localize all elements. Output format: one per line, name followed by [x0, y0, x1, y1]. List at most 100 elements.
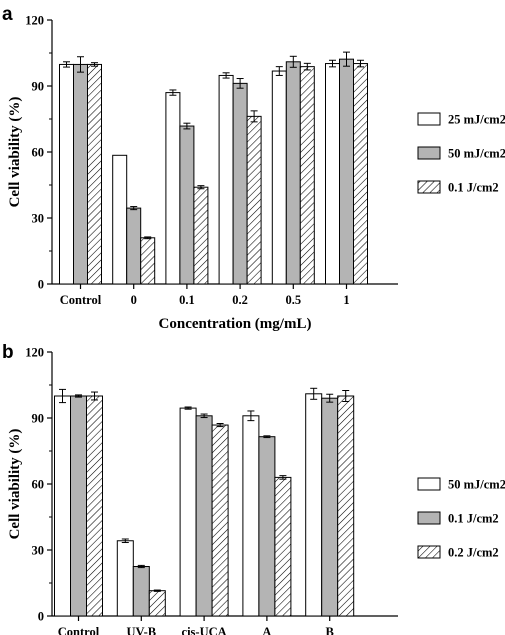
bar — [165, 92, 181, 285]
bar — [305, 393, 323, 617]
bar — [148, 590, 166, 617]
x-axis-title: Concentration (mg/mL) — [159, 316, 312, 332]
legend-label: 25 mJ/cm2 — [448, 113, 505, 127]
bar — [258, 436, 276, 617]
error-bar — [279, 475, 287, 480]
bar — [339, 58, 354, 285]
error-bar — [343, 51, 350, 67]
y-tick-label: 90 — [32, 80, 45, 94]
error-bar — [197, 185, 205, 190]
legend-swatch — [417, 545, 441, 559]
legend-swatch — [417, 112, 441, 126]
y-tick-label: 0 — [38, 278, 44, 292]
error-bar — [200, 413, 208, 419]
bar — [87, 63, 102, 285]
error-bar — [342, 390, 350, 402]
error-bar — [329, 59, 336, 68]
error-bar — [303, 62, 311, 71]
error-bar — [289, 55, 297, 68]
legend-swatch — [417, 180, 441, 194]
bar — [353, 63, 368, 285]
error-bar — [144, 236, 152, 240]
y-tick-label: 60 — [32, 146, 45, 160]
error-bar — [183, 122, 191, 130]
bar — [246, 115, 262, 285]
bar — [285, 61, 301, 285]
x-tick-label: A — [262, 625, 271, 635]
legend-swatch — [417, 146, 441, 160]
legend-label: 0.1 J/cm2 — [448, 512, 499, 526]
bar — [112, 154, 128, 285]
bar — [140, 237, 156, 285]
error-bar — [357, 59, 364, 68]
y-tick-label: 120 — [25, 14, 44, 28]
x-tick-label: Control — [60, 293, 102, 307]
error-bar — [275, 66, 283, 76]
bar — [179, 125, 195, 285]
bar — [126, 207, 142, 285]
error-bar — [247, 410, 255, 422]
bar — [271, 70, 287, 285]
x-tick-label: Control — [58, 625, 100, 635]
y-tick-label: 120 — [25, 346, 44, 360]
x-tick-label: UV-B — [126, 625, 156, 635]
bar — [299, 66, 315, 285]
x-tick-label: 0 — [131, 293, 137, 307]
y-tick-label: 90 — [32, 412, 45, 426]
error-bar — [263, 435, 271, 439]
error-bar — [137, 564, 145, 569]
error-bar — [236, 78, 244, 89]
error-bar — [153, 589, 161, 592]
x-tick-label: cis-UCA — [182, 625, 227, 635]
error-bar — [91, 391, 98, 401]
bar — [274, 476, 292, 617]
error-bar — [216, 423, 224, 428]
error-bar — [75, 394, 82, 398]
legend-label: 50 mJ/cm2 — [448, 147, 505, 161]
y-tick-label: 0 — [38, 610, 44, 624]
y-tick-label: 30 — [32, 544, 45, 558]
x-tick-label: 0.1 — [179, 293, 195, 307]
error-bar — [326, 393, 334, 403]
bar — [195, 415, 213, 617]
panel-letter: a — [2, 4, 13, 25]
bar — [337, 395, 355, 617]
error-bar — [184, 406, 192, 410]
error-bar — [130, 206, 138, 211]
x-tick-label: 0.5 — [285, 293, 301, 307]
bar — [211, 424, 229, 617]
bar — [242, 415, 260, 617]
y-axis-title: Cell viability (%) — [7, 429, 23, 540]
x-tick-label: 0.2 — [232, 293, 248, 307]
legend-label: 50 mJ/cm2 — [448, 478, 505, 492]
bar — [116, 540, 134, 617]
bar — [73, 63, 88, 285]
bar — [232, 82, 248, 285]
panel-a: a 0 30 60 90 120 Cell viability (%) Control 0 0.1… — [2, 4, 505, 332]
legend-label: 0.1 J/cm2 — [448, 181, 499, 195]
error-bar — [310, 387, 318, 400]
panel-letter: b — [2, 342, 14, 363]
error-bar — [121, 538, 129, 544]
bar — [321, 397, 339, 617]
bar — [59, 63, 74, 285]
legend-swatch — [417, 511, 441, 525]
bar — [54, 395, 71, 617]
bar — [193, 186, 209, 285]
error-bar — [91, 62, 98, 67]
legend-swatch — [417, 477, 441, 491]
error-bar — [59, 388, 66, 404]
x-tick-label: B — [326, 625, 334, 635]
error-bar — [77, 56, 84, 73]
legend-label: 0.2 J/cm2 — [448, 546, 499, 560]
y-axis-title: Cell viability (%) — [7, 97, 23, 208]
y-tick-label: 60 — [32, 478, 45, 492]
error-bar — [169, 89, 177, 96]
bar — [325, 63, 340, 285]
bar — [70, 395, 87, 617]
bar — [179, 407, 197, 617]
y-tick-label: 30 — [32, 212, 45, 226]
bar — [132, 566, 150, 617]
error-bar — [250, 110, 258, 123]
bar — [218, 74, 234, 285]
